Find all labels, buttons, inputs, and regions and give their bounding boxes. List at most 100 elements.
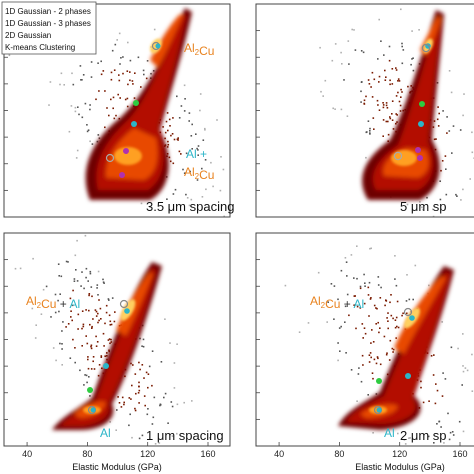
density-speckle xyxy=(373,304,376,307)
density-speckle xyxy=(361,81,363,83)
density-speckle xyxy=(402,312,404,315)
cluster-markers-5um xyxy=(393,43,431,161)
density-speckle xyxy=(368,281,371,284)
density-speckle xyxy=(353,29,355,31)
density-speckle xyxy=(397,432,399,435)
density-speckle xyxy=(140,86,142,88)
density-speckle xyxy=(356,277,358,280)
density-speckle xyxy=(116,39,118,41)
density-speckle xyxy=(98,137,101,139)
density-speckle xyxy=(401,45,403,48)
density-speckle xyxy=(331,59,334,62)
density-speckle xyxy=(334,43,337,45)
density-speckle xyxy=(178,117,181,119)
density-speckle xyxy=(360,50,363,52)
density-speckle xyxy=(390,314,393,317)
density-speckle xyxy=(377,321,379,324)
density-speckle xyxy=(134,72,136,74)
density-speckle xyxy=(340,108,343,111)
density-speckle xyxy=(378,18,380,21)
density-speckle xyxy=(212,185,214,188)
marker-kmeans xyxy=(123,148,129,154)
density-speckle xyxy=(401,314,403,317)
density-speckle xyxy=(395,95,398,97)
density-speckle xyxy=(186,197,189,199)
density-speckle xyxy=(410,85,412,87)
density-speckle xyxy=(61,343,63,345)
density-speckle xyxy=(98,299,100,301)
density-speckle xyxy=(396,114,398,116)
density-speckle xyxy=(444,378,447,380)
density-speckle xyxy=(448,70,451,72)
density-speckle xyxy=(420,386,422,389)
density-speckle xyxy=(205,188,207,191)
density-speckle xyxy=(88,293,91,295)
density-speckle xyxy=(410,63,412,66)
density-speckle xyxy=(391,119,394,121)
density-speckle xyxy=(106,355,108,357)
density-speckle xyxy=(369,127,371,130)
density-speckle xyxy=(462,365,464,367)
density-speckle xyxy=(67,323,70,325)
density-speckle xyxy=(375,307,377,309)
density-speckle xyxy=(369,298,372,300)
density-speckle xyxy=(109,342,111,345)
density-speckle xyxy=(371,96,374,98)
density-speckle xyxy=(129,79,131,82)
density-speckle xyxy=(377,284,380,286)
marker-2d xyxy=(419,101,425,107)
density-speckle xyxy=(166,198,168,200)
density-speckle xyxy=(469,178,471,180)
density-speckle xyxy=(392,348,395,351)
density-speckle xyxy=(109,320,112,323)
density-speckle xyxy=(129,59,132,62)
density-speckle xyxy=(395,69,398,71)
density-speckle xyxy=(162,126,164,128)
density-speckle xyxy=(464,367,467,369)
density-speckle xyxy=(90,76,93,78)
density-speckle xyxy=(75,269,77,271)
density-speckle xyxy=(365,156,367,159)
density-speckle xyxy=(85,267,88,270)
density-speckle xyxy=(412,69,415,72)
marker-1d-3phase xyxy=(409,315,415,321)
density-speckle xyxy=(159,404,161,407)
density-speckle xyxy=(209,437,211,439)
panel-2um: 40 80 120 160 Al2Cu + Al Al 2 μm sp Elastic… xyxy=(255,232,474,472)
density-speckle xyxy=(433,354,435,356)
density-speckle xyxy=(204,129,206,131)
marker-kmeans xyxy=(415,147,421,153)
density-speckle xyxy=(97,374,100,377)
density-speckle xyxy=(173,138,176,141)
density-speckle xyxy=(456,195,458,197)
density-speckle xyxy=(391,347,394,350)
density-speckle xyxy=(87,367,90,370)
density-speckle xyxy=(92,356,95,358)
density-speckle xyxy=(371,372,374,374)
density-speckle xyxy=(73,278,76,280)
density-speckle xyxy=(368,354,371,356)
density-speckle xyxy=(391,100,394,102)
x-tick-label: 40 xyxy=(274,449,284,459)
density-speckle xyxy=(370,86,372,88)
density-speckle xyxy=(385,76,387,78)
density-speckle xyxy=(104,322,106,325)
density-speckle xyxy=(377,104,379,106)
density-speckle xyxy=(324,79,327,82)
density-speckle xyxy=(104,90,106,92)
density-speckle xyxy=(150,72,152,75)
density-speckle xyxy=(356,305,359,308)
panel-5um: 5 μm sp xyxy=(255,3,474,218)
density-speckle xyxy=(106,352,108,354)
density-speckle xyxy=(65,326,67,328)
density-speckle xyxy=(442,372,444,374)
cluster-markers-3p5um xyxy=(105,41,161,178)
density-speckle xyxy=(440,426,442,428)
density-speckle xyxy=(73,280,76,282)
density-speckle xyxy=(419,201,421,203)
density-speckle xyxy=(219,189,222,192)
density-speckle xyxy=(149,206,151,208)
density-speckle xyxy=(382,135,384,137)
marker-1d-2phase xyxy=(119,299,129,309)
density-speckle xyxy=(327,301,329,303)
